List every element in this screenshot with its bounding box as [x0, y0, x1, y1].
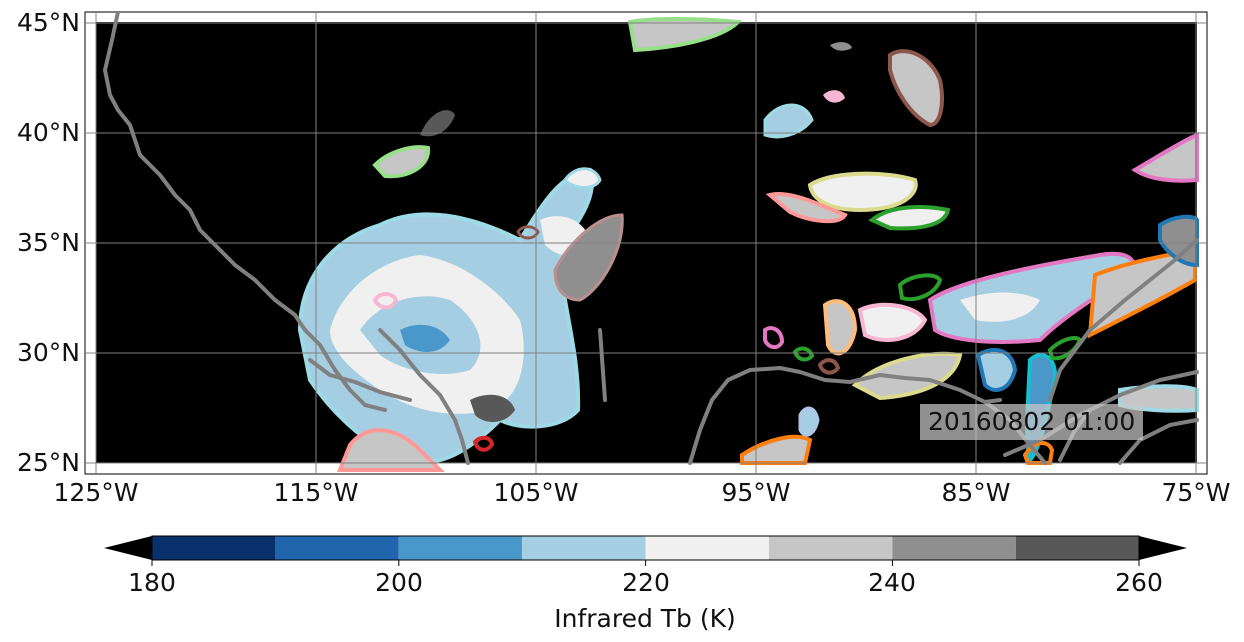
colorbar-bin-4 [522, 536, 646, 560]
colorbar-bin-2 [275, 536, 399, 560]
colorbar-tick-label: 200 [375, 568, 423, 597]
lon-tick-label: 105°W [493, 478, 579, 507]
lon-tick-label: 95°W [721, 478, 791, 507]
lat-tick-label: 30°N [16, 338, 80, 367]
colorbar-tick-label: 260 [1115, 568, 1163, 597]
lat-tick-label: 35°N [16, 228, 80, 257]
cloud-system-northeast [740, 42, 1199, 465]
colorbar-title: Infrared Tb (K) [554, 604, 736, 633]
colorbar-bin-8 [1015, 536, 1140, 560]
timestamp-label: 20160802 01:00 [920, 404, 1144, 440]
colorbar-tick-label: 180 [128, 568, 176, 597]
colorbar-extend-high [1139, 536, 1187, 560]
colorbar-bin-1 [152, 536, 276, 560]
colorbar-bin-6 [769, 536, 893, 560]
colorbar [104, 535, 1187, 566]
colorbar-extend-low [104, 536, 152, 560]
lon-tick-label: 75°W [1161, 478, 1231, 507]
colorbar-tick-label: 240 [868, 568, 916, 597]
lat-tick-label: 25°N [16, 448, 80, 477]
colorbar-tick-label: 220 [622, 568, 670, 597]
lon-tick-label: 115°W [273, 478, 359, 507]
gridlines [85, 12, 1207, 474]
colorbar-bin-5 [645, 536, 769, 560]
colorbar-bin-3 [398, 536, 523, 560]
lon-tick-label: 85°W [941, 478, 1011, 507]
lat-tick-label: 40°N [16, 118, 80, 147]
lon-tick-label: 125°W [53, 478, 139, 507]
colorbar-bin-7 [892, 536, 1016, 560]
lat-tick-label: 45°N [16, 8, 80, 37]
cloud-system-small-northwest [372, 17, 743, 179]
